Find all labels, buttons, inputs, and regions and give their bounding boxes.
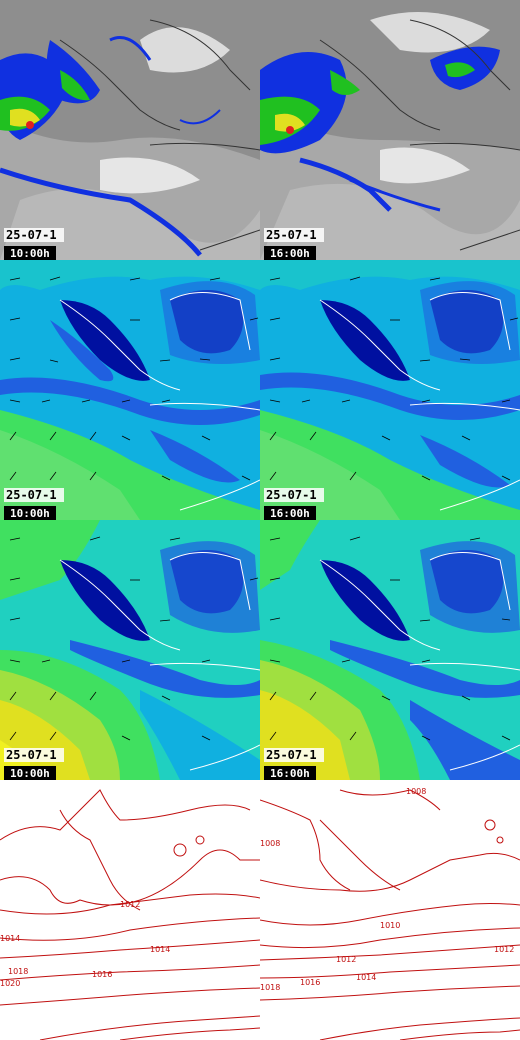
wind-map-panel-4[interactable]: 25-07-1 16:00h	[260, 520, 520, 780]
timestamp-badge: 25-07-1 16:00h	[264, 228, 324, 260]
isobar-label: 1010	[380, 921, 400, 930]
timestamp-badge: 25-07-1 10:00h	[4, 488, 64, 520]
forecast-date: 25-07-1	[264, 748, 324, 762]
isobar-label: 1012	[494, 945, 514, 954]
timestamp-badge: 25-07-1 10:00h	[4, 748, 64, 780]
timestamp-badge: 25-07-1 16:00h	[264, 748, 324, 780]
isobar-label: 1018	[8, 967, 28, 976]
forecast-date: 25-07-1	[4, 488, 64, 502]
forecast-time: 10:00h	[4, 766, 56, 780]
isobar-label: 1008	[406, 787, 426, 796]
isobar-label: 1016	[92, 970, 112, 979]
isobar-label: 1020	[0, 979, 20, 988]
rain-cloud-map	[260, 0, 520, 260]
rain-map-panel-2[interactable]: 25-07-1 16:00h	[260, 0, 520, 260]
pressure-map-panel-1[interactable]: 1012 1014 1016 1018 1014 1020	[0, 780, 260, 1040]
forecast-time: 10:00h	[4, 246, 56, 260]
forecast-time: 10:00h	[4, 506, 56, 520]
forecast-time: 16:00h	[264, 506, 316, 520]
forecast-time: 16:00h	[264, 766, 316, 780]
isobar-label: 1014	[150, 945, 170, 954]
isobar-label: 1008	[260, 839, 280, 848]
isobar-label: 1018	[260, 983, 280, 992]
forecast-date: 25-07-1	[4, 228, 64, 242]
forecast-time: 16:00h	[264, 246, 316, 260]
rain-map-panel-1[interactable]: 25-07-1 10:00h	[0, 0, 260, 260]
timestamp-badge: 25-07-1 10:00h	[4, 228, 64, 260]
isobar-map: 1012 1014 1016 1018 1014 1020	[0, 789, 260, 1040]
forecast-date: 25-07-1	[264, 488, 324, 502]
wind-speed-map	[0, 260, 260, 520]
isobar-label: 1014	[0, 934, 20, 943]
rain-cloud-map	[0, 0, 260, 260]
wind-speed-map	[0, 520, 260, 780]
wind-map-panel-1[interactable]: 25-07-1 10:00h	[0, 260, 260, 520]
isobar-label: 1012	[120, 900, 140, 909]
isobar-map: 1008 1008 1010 1012 1012 1014 1016 1018	[260, 787, 520, 1040]
forecast-date: 25-07-1	[264, 228, 324, 242]
wind-map-panel-2[interactable]: 25-07-1 16:00h	[260, 260, 520, 520]
timestamp-badge: 25-07-1 16:00h	[264, 488, 324, 520]
forecast-date: 25-07-1	[4, 748, 64, 762]
wind-speed-map	[260, 260, 520, 520]
isobar-label: 1012	[336, 955, 356, 964]
isobar-label: 1014	[356, 973, 376, 982]
isobar-label: 1016	[300, 978, 320, 987]
wind-map-panel-3[interactable]: 25-07-1 10:00h	[0, 520, 260, 780]
wind-speed-map	[260, 520, 520, 780]
pressure-map-panel-2[interactable]: 1008 1008 1010 1012 1012 1014 1016 1018	[260, 780, 520, 1040]
